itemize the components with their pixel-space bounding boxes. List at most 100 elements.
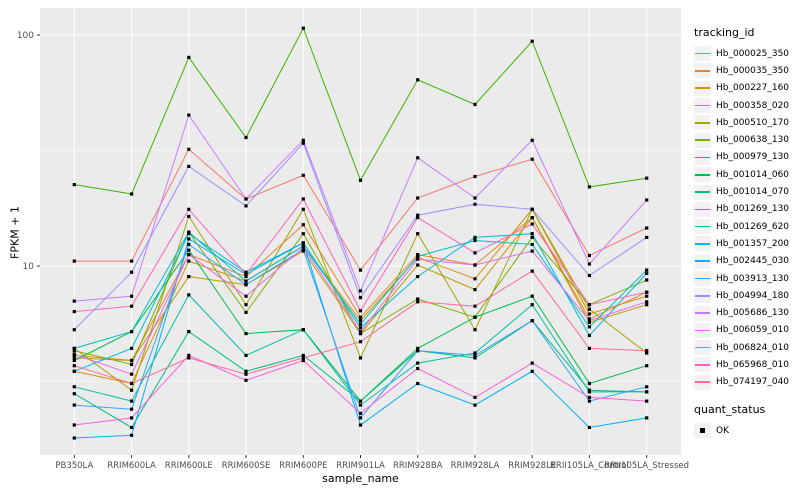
- data-point: [416, 156, 420, 160]
- data-point: [530, 369, 534, 373]
- series-color-line-icon: [695, 104, 710, 107]
- data-point: [358, 416, 363, 420]
- data-point: [187, 253, 191, 257]
- data-point: [187, 207, 191, 211]
- data-point: [416, 196, 420, 200]
- legend-item: Hb_003913_130: [694, 270, 789, 287]
- series-color-line-icon: [695, 191, 710, 193]
- data-point: [244, 303, 248, 307]
- legend-key-line: [694, 322, 711, 338]
- series-color-line-icon: [695, 260, 710, 262]
- data-point: [244, 310, 248, 314]
- data-point: [416, 253, 420, 257]
- data-point: [530, 157, 534, 161]
- data-point: [587, 399, 591, 403]
- data-point: [473, 202, 477, 206]
- data-point: [187, 293, 191, 297]
- data-point: [72, 385, 76, 389]
- data-point: [187, 242, 191, 246]
- legend-label: Hb_000979_130: [716, 152, 790, 163]
- data-point: [416, 349, 420, 353]
- data-point: [130, 425, 134, 430]
- data-point: [72, 356, 76, 360]
- data-point: [187, 275, 191, 279]
- legend-label: OK: [716, 425, 729, 436]
- legend-key-line: [694, 271, 711, 286]
- data-point: [187, 113, 191, 117]
- data-point: [187, 232, 191, 236]
- legend-item: Hb_005686_130: [694, 304, 789, 321]
- legend-item: Hb_000035_350: [694, 62, 789, 79]
- legend-label: Hb_003913_130: [716, 273, 790, 284]
- data-point: [358, 356, 363, 360]
- data-point: [72, 436, 76, 440]
- data-point: [130, 362, 134, 366]
- data-point: [244, 197, 248, 201]
- data-point: [587, 320, 591, 324]
- data-point: [473, 328, 477, 332]
- data-point: [130, 433, 134, 437]
- legend-key-line: [694, 288, 711, 304]
- data-point: [187, 356, 191, 360]
- data-point: [416, 263, 420, 267]
- data-point: [301, 223, 305, 227]
- legend-label: Hb_001014_070: [716, 187, 790, 198]
- data-point: [130, 416, 134, 420]
- data-point: [416, 232, 420, 236]
- data-point: [301, 353, 305, 357]
- data-point: [645, 268, 649, 272]
- gridlines: [40, 8, 681, 455]
- data-point: [301, 328, 305, 332]
- data-point: [587, 381, 591, 386]
- point-square-icon: [700, 428, 705, 433]
- data-point: [130, 259, 134, 263]
- data-point: [72, 352, 76, 356]
- data-point: [645, 271, 649, 275]
- data-point: [358, 411, 363, 415]
- x-tick-label: RRIM928LA: [451, 461, 500, 471]
- data-point: [72, 358, 76, 363]
- data-point: [301, 246, 305, 250]
- data-point: [358, 332, 363, 336]
- legend-item: Hb_000510_170: [694, 114, 789, 131]
- data-point: [530, 242, 534, 246]
- data-point: [473, 351, 477, 355]
- legend-label: Hb_000025_350: [716, 48, 790, 59]
- data-point: [530, 249, 534, 253]
- legend-item: Hb_006824_010: [694, 339, 789, 356]
- x-tick-label: RRIM600LE: [165, 461, 213, 471]
- legend-title-quant-status: quant_status: [694, 402, 766, 416]
- series-color-line-icon: [695, 329, 710, 332]
- data-point: [72, 349, 76, 353]
- data-point: [301, 232, 305, 236]
- data-point: [416, 381, 420, 386]
- data-point: [358, 423, 363, 427]
- data-point: [301, 26, 305, 30]
- legend-key-line: [694, 340, 711, 356]
- legend-key-line: [694, 80, 711, 96]
- data-point: [301, 356, 305, 360]
- x-tick-label: RRIM600PE: [279, 461, 327, 471]
- data-point: [587, 395, 591, 399]
- series-color-line-icon: [695, 139, 710, 141]
- x-tick-label: RRIM928LE: [508, 461, 556, 471]
- legend-title-tracking-id: tracking_id: [694, 26, 755, 39]
- data-point: [187, 259, 191, 263]
- data-point: [244, 332, 248, 336]
- data-point: [301, 241, 305, 245]
- data-point: [72, 299, 76, 303]
- data-point: [473, 356, 477, 360]
- data-point: [645, 300, 649, 304]
- legend-items: Hb_000025_350 Hb_000035_350 Hb_000227_160 H…: [694, 45, 789, 391]
- x-tick-label: RRIM600SE: [222, 461, 271, 471]
- legend-item: Hb_001014_070: [694, 183, 789, 200]
- y-axis-title: FPKM + 1: [8, 206, 22, 259]
- legend-label: Hb_006824_010: [716, 342, 790, 353]
- legend-item: Hb_074197_040: [694, 374, 789, 391]
- legend-label: Hb_001014_060: [716, 169, 790, 180]
- legend-item: OK: [694, 422, 789, 439]
- data-point: [587, 319, 591, 323]
- data-point: [587, 425, 591, 430]
- legend-item: Hb_002445_030: [694, 253, 789, 270]
- data-point: [645, 235, 649, 239]
